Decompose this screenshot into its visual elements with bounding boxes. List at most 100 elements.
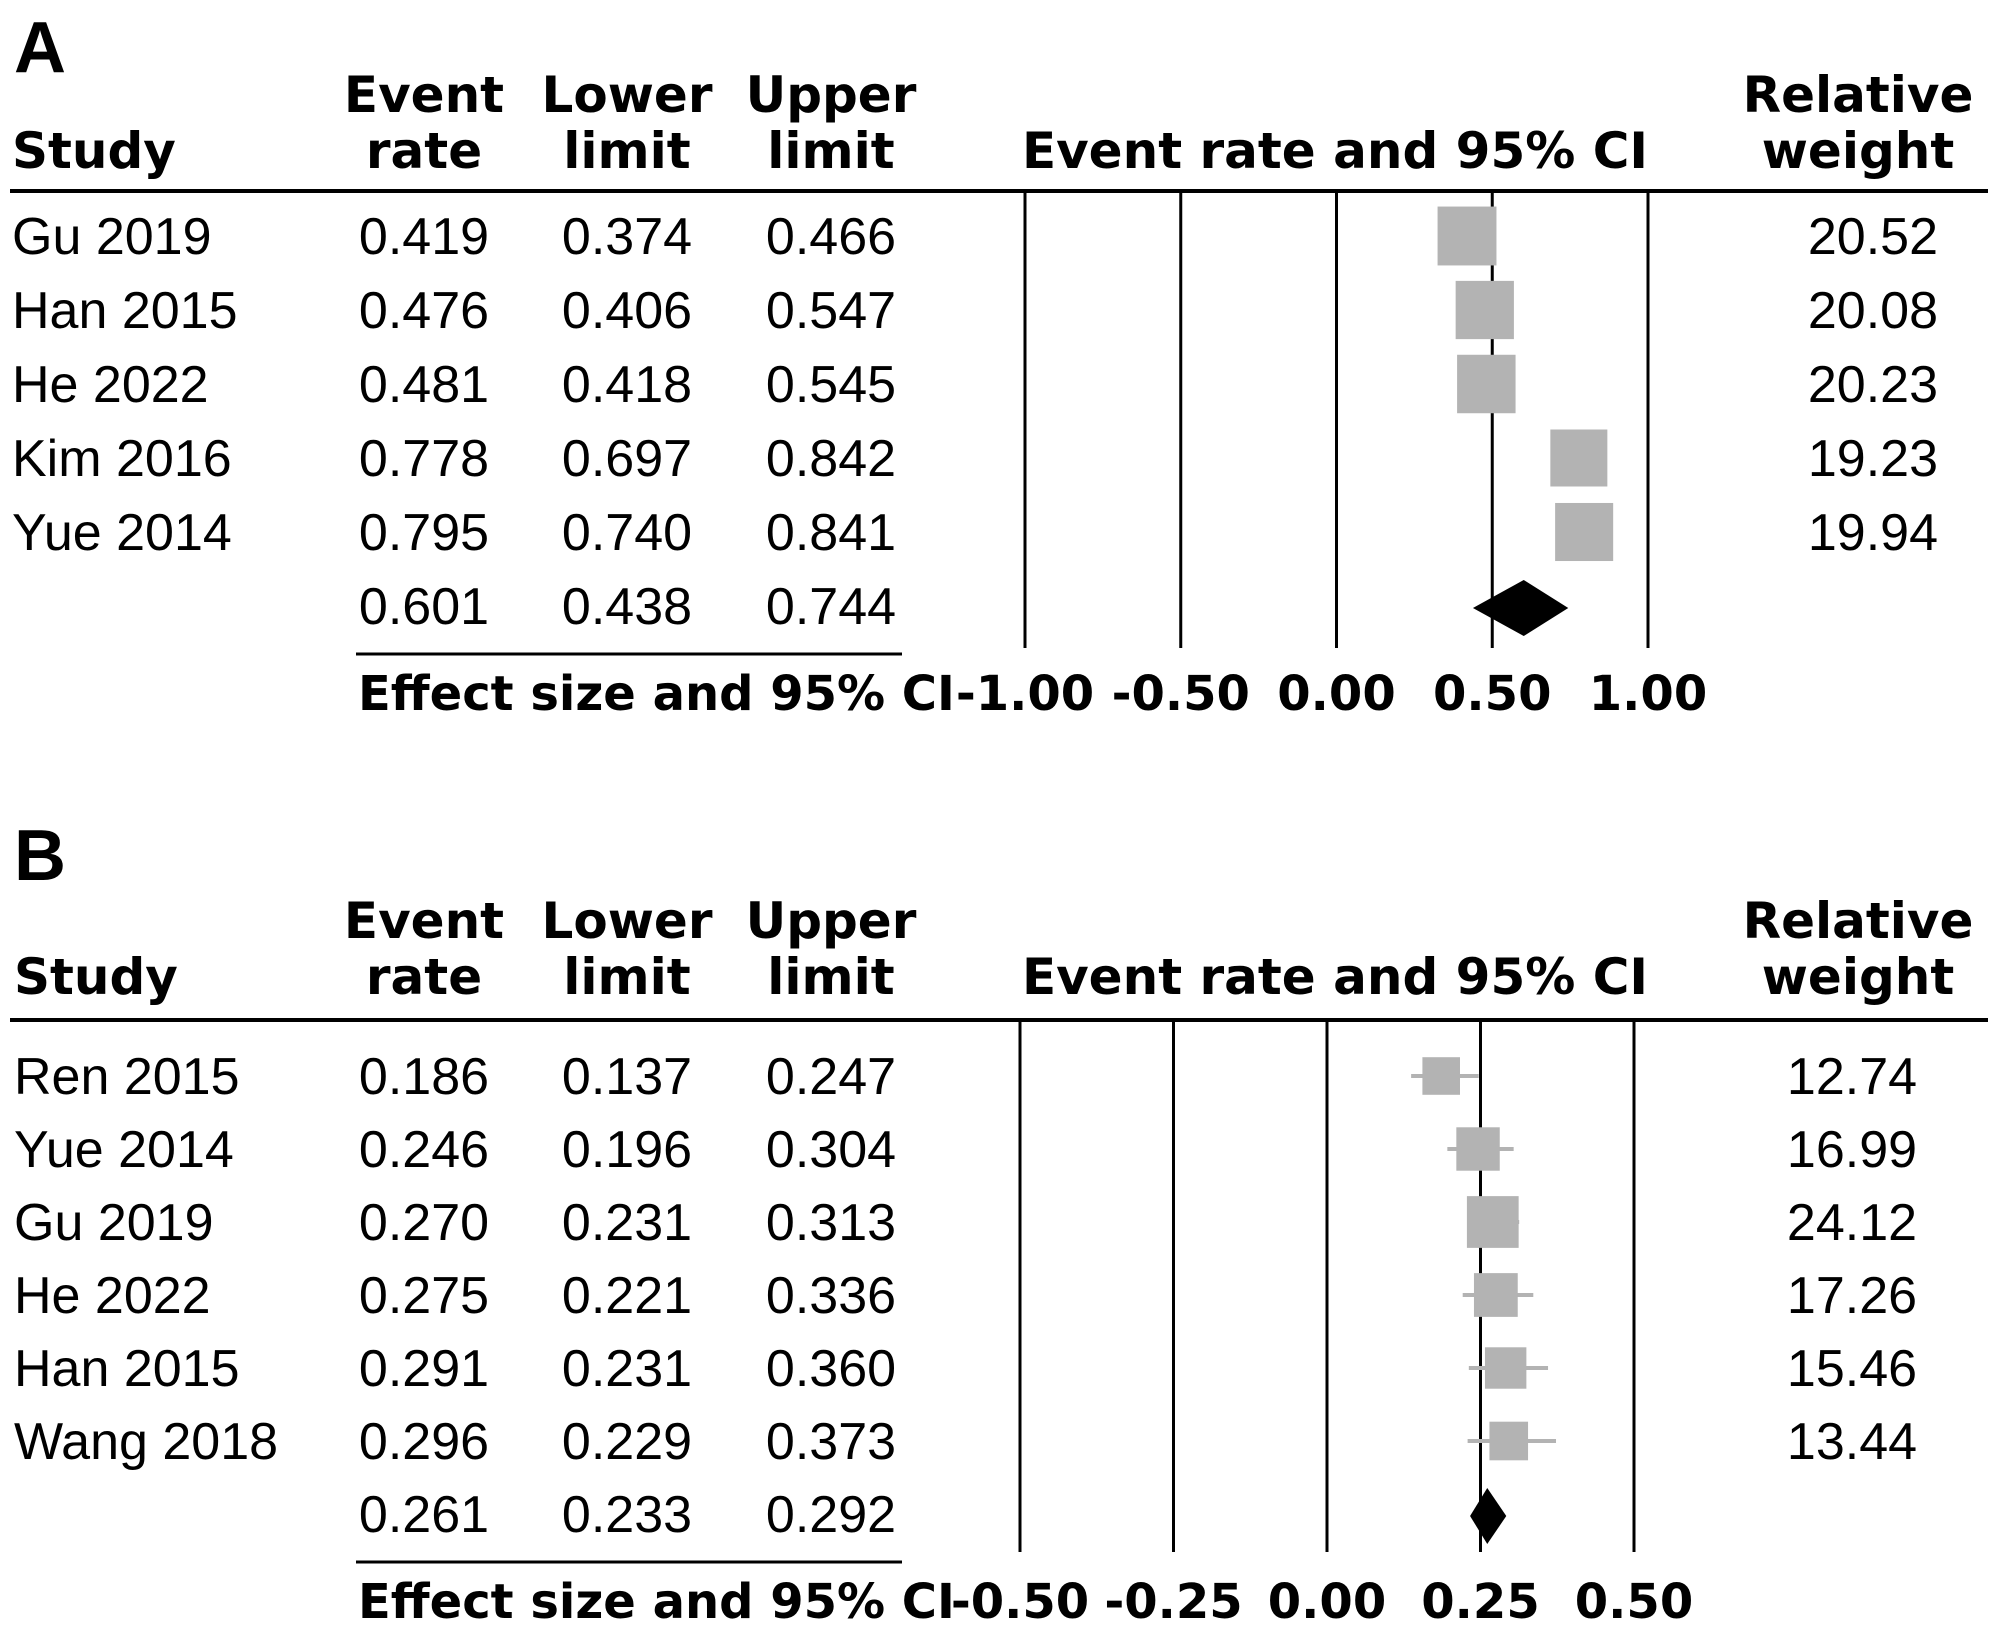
panel-b-pooled-event-rate: 0.261 xyxy=(359,1486,489,1544)
panel-b-study-name: Wang 2018 xyxy=(14,1413,278,1471)
panel-a-study-marker xyxy=(1437,206,1497,266)
panel-a-header-lower-limit: limit xyxy=(563,122,690,180)
panel-b-lower-limit: 0.221 xyxy=(562,1267,692,1325)
panel-b-header-rate: rate xyxy=(366,948,482,1006)
panel-a-upper-limit: 0.545 xyxy=(766,356,896,414)
panel-a-header-rate: rate xyxy=(366,122,482,180)
panel-b-lower-limit: 0.137 xyxy=(562,1048,692,1106)
panel-b-pooled-lower-limit: 0.233 xyxy=(562,1486,692,1544)
panel-b-study-marker xyxy=(1456,1127,1500,1171)
panel-a-event-rate: 0.795 xyxy=(359,504,489,562)
panel-a-header-upper: Upper xyxy=(746,66,917,124)
panel-b-upper-limit: 0.336 xyxy=(766,1267,896,1325)
panel-b-study-name: Ren 2015 xyxy=(14,1048,240,1106)
panel-b-tick-label: 0.00 xyxy=(1268,1574,1386,1630)
panel-a-upper-limit: 0.842 xyxy=(766,430,896,488)
panel-a-relative-weight: 20.23 xyxy=(1808,356,1938,414)
panel-a-relative-weight: 19.23 xyxy=(1808,430,1938,488)
panel-b-event-rate: 0.246 xyxy=(359,1121,489,1179)
panel-b-header-lower-limit: limit xyxy=(563,948,690,1006)
panel-b-study-marker xyxy=(1422,1057,1461,1095)
panel-b-upper-limit: 0.304 xyxy=(766,1121,896,1179)
panel-b-study-name: Han 2015 xyxy=(14,1340,240,1398)
panel-a-relative-weight: 19.94 xyxy=(1808,504,1938,562)
panel-b-study-marker xyxy=(1489,1421,1529,1461)
panel-a-tick-label: 0.50 xyxy=(1433,666,1551,722)
panel-a-study-marker xyxy=(1457,354,1516,414)
panel-b-lower-limit: 0.231 xyxy=(562,1340,692,1398)
panel-a-plot-title: Event rate and 95% CI xyxy=(1022,122,1648,180)
panel-b-pooled-upper-limit: 0.292 xyxy=(766,1486,896,1544)
panel-a-lower-limit: 0.406 xyxy=(562,282,692,340)
panel-a-upper-limit: 0.841 xyxy=(766,504,896,562)
panel-b-relative-weight: 24.12 xyxy=(1787,1194,1917,1252)
panel-a-pooled-upper-limit: 0.744 xyxy=(766,578,896,636)
panel-b-lower-limit: 0.196 xyxy=(562,1121,692,1179)
panel-a-study-marker xyxy=(1455,280,1514,340)
panel-b-lower-limit: 0.231 xyxy=(562,1194,692,1252)
panel-a-upper-limit: 0.547 xyxy=(766,282,896,340)
panel-a-study-name: Gu 2019 xyxy=(12,208,212,266)
panel-b-study-marker xyxy=(1466,1196,1519,1248)
panel-a-x-axis-label: Effect size and 95% CI xyxy=(358,666,955,722)
panel-b-upper-limit: 0.360 xyxy=(766,1340,896,1398)
panel-a-lower-limit: 0.740 xyxy=(562,504,692,562)
panel-b-header-event: Event xyxy=(344,892,504,950)
panel-b-relative-weight: 16.99 xyxy=(1787,1121,1917,1179)
panel-b-upper-limit: 0.373 xyxy=(766,1413,896,1471)
panel-b-header-study: Study xyxy=(14,948,178,1006)
panel-b-x-axis-label: Effect size and 95% CI xyxy=(358,1574,955,1630)
panel-a-lower-limit: 0.418 xyxy=(562,356,692,414)
panel-a-header-relative: Relative xyxy=(1743,66,1974,124)
panel-b-event-rate: 0.296 xyxy=(359,1413,489,1471)
panel-b-tick-label: -0.25 xyxy=(1104,1574,1242,1630)
panel-b-upper-limit: 0.313 xyxy=(766,1194,896,1252)
panel-b-lower-limit: 0.229 xyxy=(562,1413,692,1471)
panel-b-tick-label: -0.50 xyxy=(951,1574,1089,1630)
panel-a-tick-label: -1.00 xyxy=(956,666,1094,722)
panel-b-header-upper: Upper xyxy=(746,892,917,950)
panel-a-lower-limit: 0.374 xyxy=(562,208,692,266)
panel-a-study-name: He 2022 xyxy=(12,356,209,414)
panel-a-tick-label: -0.50 xyxy=(1112,666,1250,722)
panel-b-relative-weight: 17.26 xyxy=(1787,1267,1917,1325)
panel-b-event-rate: 0.270 xyxy=(359,1194,489,1252)
panel-b-study-name: He 2022 xyxy=(14,1267,211,1325)
panel-a-upper-limit: 0.466 xyxy=(766,208,896,266)
panel-b-relative-weight: 12.74 xyxy=(1787,1048,1917,1106)
panel-a-study-name: Yue 2014 xyxy=(12,504,232,562)
panel-a-header-event: Event xyxy=(344,66,504,124)
panel-a-study-marker xyxy=(1555,502,1614,562)
panel-a-relative-weight: 20.08 xyxy=(1808,282,1938,340)
panel-b-study-marker xyxy=(1484,1347,1527,1389)
panel-b-event-rate: 0.186 xyxy=(359,1048,489,1106)
panel-a-event-rate: 0.419 xyxy=(359,208,489,266)
panel-b-study-name: Yue 2014 xyxy=(14,1121,234,1179)
panel-b-event-rate: 0.291 xyxy=(359,1340,489,1398)
panel-a-study-name: Han 2015 xyxy=(12,282,238,340)
panel-b-header-relative: Relative xyxy=(1743,892,1974,950)
panel-a-header-weight: weight xyxy=(1762,122,1955,180)
panel-b-tick-label: 0.50 xyxy=(1575,1574,1693,1630)
panel-b-plot-title: Event rate and 95% CI xyxy=(1022,948,1648,1006)
panel-b-relative-weight: 13.44 xyxy=(1787,1413,1917,1471)
panel-b-relative-weight: 15.46 xyxy=(1787,1340,1917,1398)
panel-a-header-upper-limit: limit xyxy=(767,122,894,180)
panel-b-header-lower: Lower xyxy=(542,892,713,950)
panel-a-tick-label: 0.00 xyxy=(1277,666,1395,722)
panel-a-letter: A xyxy=(14,8,66,88)
panel-a-header-study: Study xyxy=(12,122,176,180)
panel-a-tick-label: 1.00 xyxy=(1589,666,1707,722)
panel-b-event-rate: 0.275 xyxy=(359,1267,489,1325)
panel-a-event-rate: 0.476 xyxy=(359,282,489,340)
panel-a-relative-weight: 20.52 xyxy=(1808,208,1938,266)
panel-b-pooled-diamond xyxy=(1470,1488,1507,1544)
panel-a-study-marker xyxy=(1550,429,1608,487)
panel-a-pooled-lower-limit: 0.438 xyxy=(562,578,692,636)
panel-a-pooled-diamond xyxy=(1472,580,1569,636)
panel-a-lower-limit: 0.697 xyxy=(562,430,692,488)
panel-b-upper-limit: 0.247 xyxy=(766,1048,896,1106)
panel-a-study-name: Kim 2016 xyxy=(12,430,232,488)
panel-a-header-lower: Lower xyxy=(542,66,713,124)
